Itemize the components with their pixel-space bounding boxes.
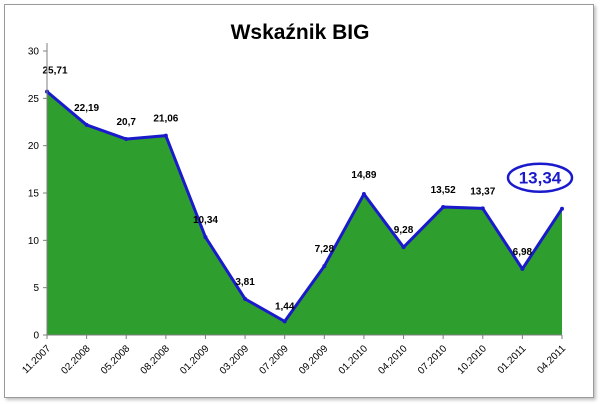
data-label: 1,44 — [275, 301, 295, 312]
x-tick-label: 01.2010 — [337, 343, 371, 377]
data-label: 20,7 — [116, 117, 136, 128]
y-tick-label: 25 — [28, 94, 40, 105]
y-tick-label: 30 — [28, 47, 40, 58]
data-point — [520, 266, 525, 271]
data-label: 25,71 — [42, 66, 67, 77]
area-fill — [47, 91, 562, 335]
data-point — [282, 319, 287, 324]
data-point — [163, 133, 168, 138]
x-tick-label: 05.2008 — [99, 343, 133, 377]
data-point — [480, 206, 485, 211]
series-line — [46, 90, 564, 323]
data-point — [560, 206, 564, 211]
x-tick-label: 11.2007 — [20, 343, 53, 376]
data-point — [124, 137, 129, 142]
x-tick-label: 09.2009 — [297, 343, 331, 377]
data-points — [45, 89, 564, 324]
data-labels: 25,71 22,19 20,7 21,06 10,34 3,81 1,44 7,28 14,8… — [42, 66, 574, 312]
y-tick-label: 0 — [33, 331, 39, 342]
data-point — [441, 205, 446, 210]
x-tick-label: 04.2010 — [376, 343, 410, 377]
data-label: 13,52 — [431, 185, 456, 196]
x-tick-label: 03.2009 — [218, 343, 252, 377]
data-point — [243, 296, 248, 301]
axes — [46, 43, 562, 336]
x-tick-label: 10.2010 — [456, 343, 490, 377]
data-label: 10,34 — [193, 215, 218, 226]
x-tick-label: 02.2008 — [59, 343, 93, 377]
data-label: 13,37 — [470, 186, 495, 197]
chart-title: Wskaźnik BIG — [231, 21, 370, 44]
data-label: 7,28 — [315, 244, 335, 255]
area-series — [46, 90, 564, 335]
data-label: 21,06 — [153, 114, 178, 125]
data-point — [203, 235, 208, 240]
y-tick-label: 10 — [28, 236, 40, 247]
highlight-ellipse — [506, 162, 574, 193]
x-tick-label: 01.2009 — [178, 343, 212, 377]
x-tick-label: 01.2011 — [496, 343, 529, 376]
data-point — [322, 264, 327, 269]
data-label: 6,98 — [513, 247, 533, 258]
data-label-highlight: 13,34 — [519, 169, 562, 188]
data-point — [361, 192, 366, 197]
data-label: 22,19 — [74, 103, 99, 114]
x-tick-label: 07.2009 — [257, 343, 291, 377]
data-label: 14,89 — [351, 170, 376, 181]
x-tick-label: 07.2010 — [416, 343, 450, 377]
y-tick-label: 15 — [28, 189, 40, 200]
x-axis-ticks: 11.2007 02.2008 05.2008 08.2008 01.2009 03.20… — [20, 335, 568, 377]
y-tick-label: 20 — [28, 141, 40, 152]
data-label: 9,28 — [394, 225, 414, 236]
y-axis-ticks: 0 5 10 15 20 25 30 — [28, 47, 47, 342]
data-point — [84, 122, 89, 127]
y-tick-label: 5 — [33, 283, 39, 294]
x-tick-label: 08.2008 — [139, 343, 173, 377]
x-tick-label: 04.2011 — [535, 343, 568, 376]
data-point — [401, 245, 406, 250]
data-label: 3,81 — [235, 277, 255, 288]
